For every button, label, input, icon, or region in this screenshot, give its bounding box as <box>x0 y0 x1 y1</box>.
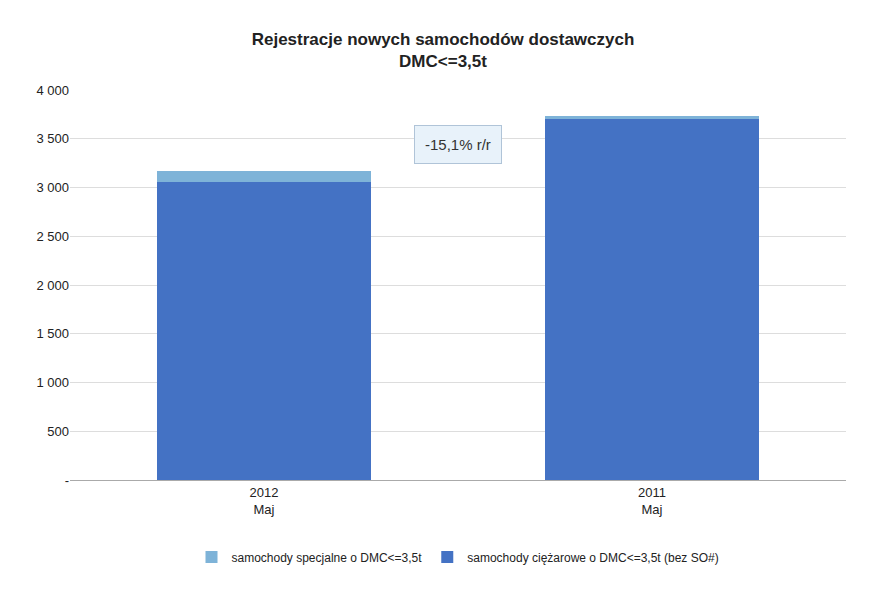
svg-text:4 000: 4 000 <box>36 83 69 98</box>
svg-text:1 000: 1 000 <box>36 375 69 390</box>
svg-text:Rejestracje nowych samochodów: Rejestracje nowych samochodów dostawczyc… <box>252 30 635 71</box>
svg-text:3 500: 3 500 <box>36 131 69 146</box>
svg-text:samochody specjalne o DMC<=3,5: samochody specjalne o DMC<=3,5t <box>232 551 423 565</box>
svg-text:2 500: 2 500 <box>36 229 69 244</box>
svg-text:3 000: 3 000 <box>36 180 69 195</box>
svg-text:samochody ciężarowe o DMC<=3,5: samochody ciężarowe o DMC<=3,5t (bez SO#… <box>467 551 718 565</box>
svg-text:2011Maj: 2011Maj <box>638 485 666 517</box>
svg-text:-15,1% r/r: -15,1% r/r <box>425 136 491 153</box>
svg-text:2012Maj: 2012Maj <box>250 485 279 517</box>
svg-text:500: 500 <box>47 424 69 439</box>
svg-text:1 500: 1 500 <box>36 326 69 341</box>
svg-text:-: - <box>65 473 69 488</box>
svg-text:2 000: 2 000 <box>36 278 69 293</box>
